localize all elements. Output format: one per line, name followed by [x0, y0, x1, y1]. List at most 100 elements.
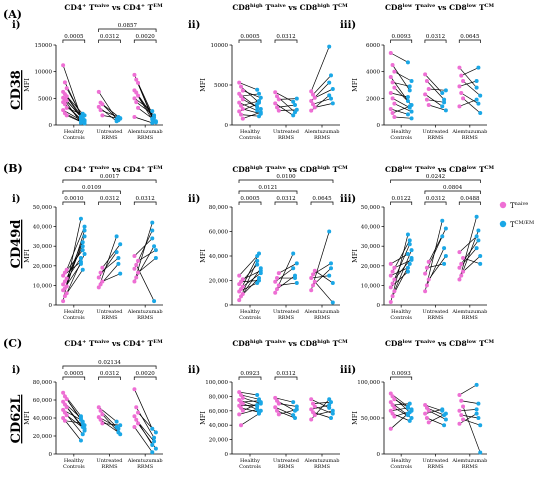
naive-point: [423, 289, 428, 294]
significance-bracket: [133, 376, 157, 380]
memory-point: [440, 104, 445, 109]
panel-numeral: i): [12, 20, 21, 31]
paired-line: [461, 400, 479, 404]
memory-point: [291, 413, 296, 418]
naive-point: [461, 417, 466, 422]
paired-line: [461, 414, 479, 419]
significance-bracket: [238, 376, 262, 380]
naive-point: [134, 262, 139, 267]
y-tick-label: 10000: [211, 43, 229, 49]
p-value-label: 0.0312: [276, 371, 295, 377]
naive-point: [100, 412, 105, 417]
naive-point: [64, 405, 69, 410]
naive-point: [237, 298, 242, 303]
x-category-label: RRMS: [314, 135, 331, 141]
significance-bracket: [62, 39, 86, 43]
x-category-label: Healthy: [391, 458, 411, 464]
paired-line: [310, 46, 330, 92]
memory-point: [478, 93, 483, 98]
memory-point: [153, 255, 158, 260]
y-tick-label: 40,000: [33, 225, 53, 231]
paired-line: [98, 91, 117, 120]
naive-point: [276, 401, 281, 406]
p-value-label: 0.0804: [443, 185, 463, 191]
naive-point: [100, 113, 105, 118]
naive-point: [461, 255, 466, 260]
panel-title: CD8low Tnaive vs CD8low TCM: [385, 3, 495, 12]
paired-line: [311, 275, 330, 279]
panel-numeral: iii): [340, 20, 356, 31]
paired-line: [392, 81, 410, 87]
chart-panel: ii) CD8high Tnaive vs CD8high TCM 0 20,000 4…: [188, 339, 348, 470]
y-axis-label: MFI: [23, 78, 31, 92]
naive-point: [392, 265, 397, 270]
panel-title: CD8high Tnaive vs CD8high TCM: [232, 3, 348, 12]
significance-bracket: [424, 201, 447, 205]
sections-layer: (A) CD38 (B) CD49d (C) CD62L: [3, 8, 24, 443]
naive-point: [424, 416, 429, 420]
memory-point: [409, 109, 414, 114]
memory-point: [116, 430, 121, 435]
paired-line: [428, 88, 446, 91]
significance-bracket: [274, 201, 298, 205]
significance-bracket: [98, 28, 157, 32]
paired-line: [314, 103, 333, 108]
paired-line: [100, 109, 119, 118]
naive-point: [136, 105, 141, 110]
memory-point: [443, 417, 448, 422]
naive-point: [240, 284, 245, 289]
panel-numeral: iii): [340, 194, 356, 205]
memory-point: [80, 248, 85, 253]
memory-point: [442, 100, 447, 105]
paired-line: [459, 236, 477, 253]
naive-point: [96, 275, 101, 280]
memory-point: [293, 276, 297, 281]
paired-line: [394, 249, 412, 292]
paired-line: [459, 80, 477, 87]
memory-point: [476, 238, 481, 243]
paired-line: [238, 255, 258, 276]
naive-point: [388, 75, 393, 79]
memory-point: [255, 403, 260, 408]
y-tick-label: 30,000: [33, 244, 53, 250]
memory-point: [80, 244, 85, 249]
x-category-label: Controls: [63, 315, 85, 321]
memory-point: [474, 214, 479, 219]
memory-point: [78, 255, 83, 260]
p-value-label: 0.0093: [392, 34, 412, 40]
paired-line: [426, 417, 445, 426]
memory-point: [329, 266, 333, 271]
naive-point: [461, 404, 466, 409]
x-category-label: Untreated: [273, 458, 300, 464]
naive-point: [424, 405, 429, 410]
naive-point: [98, 270, 103, 275]
memory-point: [258, 110, 263, 115]
naive-point: [390, 96, 395, 101]
naive-point: [96, 285, 101, 290]
paired-line: [240, 114, 260, 117]
x-category-label: RRMS: [427, 315, 444, 321]
naive-point: [132, 279, 137, 284]
naive-point: [390, 411, 395, 416]
memory-point: [257, 91, 261, 96]
memory-point: [258, 268, 263, 273]
naive-point: [134, 100, 139, 105]
paired-line: [62, 65, 82, 117]
y-axis-label: MFI: [23, 249, 31, 263]
naive-point: [239, 392, 243, 397]
y-tick-label: 0: [225, 452, 229, 458]
naive-point: [459, 91, 464, 95]
naive-point: [61, 390, 66, 395]
panel-title: CD4+ Tnaive vs CD4+ TEM: [64, 3, 163, 12]
x-category-label: Alemtuzumab: [304, 129, 340, 135]
memory-point: [476, 228, 481, 233]
memory-point: [255, 87, 260, 92]
paired-line: [390, 92, 409, 98]
naive-point: [309, 397, 314, 402]
section-letter: (B): [3, 162, 23, 175]
memory-point: [150, 228, 155, 233]
memory-point: [407, 401, 412, 406]
paired-line: [278, 282, 297, 286]
p-value-label: 0.0005: [64, 371, 84, 377]
y-tick-label: 40,000: [33, 416, 53, 422]
